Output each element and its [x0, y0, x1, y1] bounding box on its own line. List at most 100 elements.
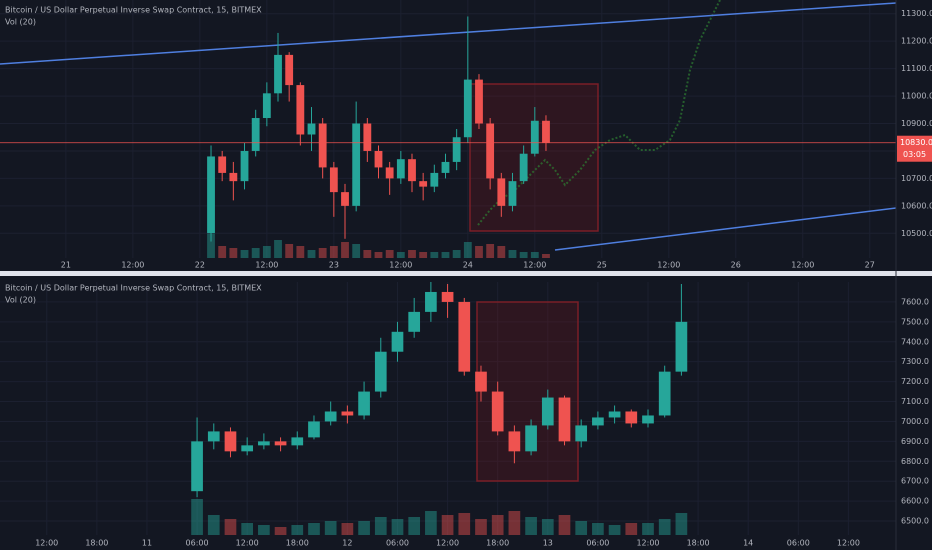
- x-tick-label: 12:00: [657, 261, 680, 270]
- candle-body: [530, 120, 539, 154]
- candle-body: [218, 156, 227, 173]
- symbol-title: Bitcoin / US Dollar Perpetual Inverse Sw…: [5, 6, 262, 15]
- volume-bar: [229, 248, 238, 258]
- candle-body: [463, 79, 472, 138]
- x-tick-label: 12:00: [791, 261, 814, 270]
- candle-body: [229, 172, 238, 182]
- candle-body: [625, 411, 638, 424]
- volume-bar: [491, 515, 504, 535]
- x-tick-label: 18:00: [286, 539, 309, 548]
- candle-body: [542, 120, 550, 143]
- candle-body: [191, 441, 203, 492]
- volume-bar: [508, 250, 517, 258]
- candle-body: [408, 311, 421, 332]
- volume-bar: [207, 234, 215, 258]
- x-tick-label: 27: [865, 261, 875, 270]
- candle-body: [475, 79, 483, 124]
- volume-bar: [191, 499, 203, 535]
- candle-body: [508, 181, 517, 206]
- x-tick-label: 12:00: [255, 261, 278, 270]
- candle-body: [519, 153, 528, 182]
- volume-bar: [251, 248, 260, 258]
- volume-bar: [497, 246, 506, 258]
- y-tick-label: 7500.0: [901, 317, 929, 326]
- x-tick-label: 26: [731, 261, 741, 270]
- volume-bar: [419, 252, 428, 258]
- volume-bar: [542, 254, 550, 258]
- volume-bar: [374, 252, 383, 258]
- y-tick-label: 11000.0: [901, 92, 932, 101]
- volume-bar: [441, 515, 454, 535]
- volume-bar: [374, 517, 387, 535]
- candle-body: [374, 150, 383, 168]
- last-price-box: [897, 135, 932, 162]
- volume-bar: [258, 525, 270, 535]
- candle-body: [508, 431, 521, 452]
- candle-body: [608, 411, 621, 418]
- candle-body: [575, 425, 588, 442]
- candle-body: [525, 425, 537, 452]
- candle-body: [475, 371, 487, 392]
- range-box[interactable]: [476, 301, 579, 482]
- candle-body: [430, 172, 439, 187]
- y-tick-label: 7400.0: [901, 337, 929, 346]
- candle-body: [291, 437, 304, 446]
- volume-bar: [391, 519, 404, 535]
- trend-line[interactable]: [554, 207, 897, 251]
- volume-bar: [385, 250, 394, 258]
- volume-bar: [458, 513, 471, 535]
- candle-body: [341, 192, 349, 206]
- x-tick-label: 12:00: [35, 539, 58, 548]
- volume-bar: [341, 242, 349, 258]
- candle-body: [318, 123, 327, 168]
- volume-bar: [307, 250, 316, 258]
- volume-bar: [318, 248, 327, 258]
- volume-bar: [592, 523, 604, 535]
- candle-body: [458, 301, 471, 372]
- candle-body: [296, 85, 305, 135]
- x-tick-label: 24: [463, 261, 473, 270]
- y-tick-label: 11100.0: [901, 64, 932, 73]
- candle-body: [385, 167, 394, 179]
- candle-body: [441, 161, 450, 173]
- candle-body: [391, 331, 404, 352]
- volume-bar: [558, 515, 571, 535]
- x-tick-label: 14: [743, 539, 753, 548]
- volume-bar: [425, 511, 437, 535]
- x-tick-label: 06:00: [586, 539, 609, 548]
- volume-bar: [408, 250, 416, 258]
- volume-bar: [642, 523, 654, 535]
- candle-body: [419, 181, 428, 187]
- volume-bar: [508, 511, 521, 535]
- volume-bar: [475, 246, 483, 258]
- x-tick-label: 25: [597, 261, 607, 270]
- volume-bar: [441, 252, 450, 258]
- volume-bar: [541, 519, 554, 535]
- volume-bar: [475, 519, 487, 535]
- x-tick-label: 06:00: [186, 539, 209, 548]
- x-tick-label: 12:00: [523, 261, 546, 270]
- volume-bar: [363, 250, 372, 258]
- last-price-label: 10830.0: [900, 138, 932, 147]
- volume-bar: [408, 517, 421, 535]
- candle-body: [241, 445, 254, 452]
- candle-body: [452, 137, 461, 162]
- volume-bar: [608, 525, 621, 535]
- y-tick-label: 10500.0: [901, 229, 932, 238]
- trend-line[interactable]: [0, 2, 897, 65]
- volume-bar: [274, 240, 282, 258]
- volume-bar: [262, 246, 271, 258]
- volume-bar: [218, 246, 227, 258]
- candle-body: [251, 118, 260, 151]
- candle-body: [258, 441, 270, 446]
- volume-bar: [396, 252, 405, 258]
- candle-body: [558, 397, 571, 442]
- volume-bar: [240, 250, 249, 258]
- pane-separator[interactable]: [0, 271, 932, 276]
- candle-body: [441, 291, 454, 302]
- x-tick-label: 21: [61, 261, 71, 270]
- x-tick-label: 22: [195, 261, 205, 270]
- volume-bar: [241, 523, 254, 535]
- volume-bar: [658, 519, 671, 535]
- volume-bar: [207, 515, 220, 535]
